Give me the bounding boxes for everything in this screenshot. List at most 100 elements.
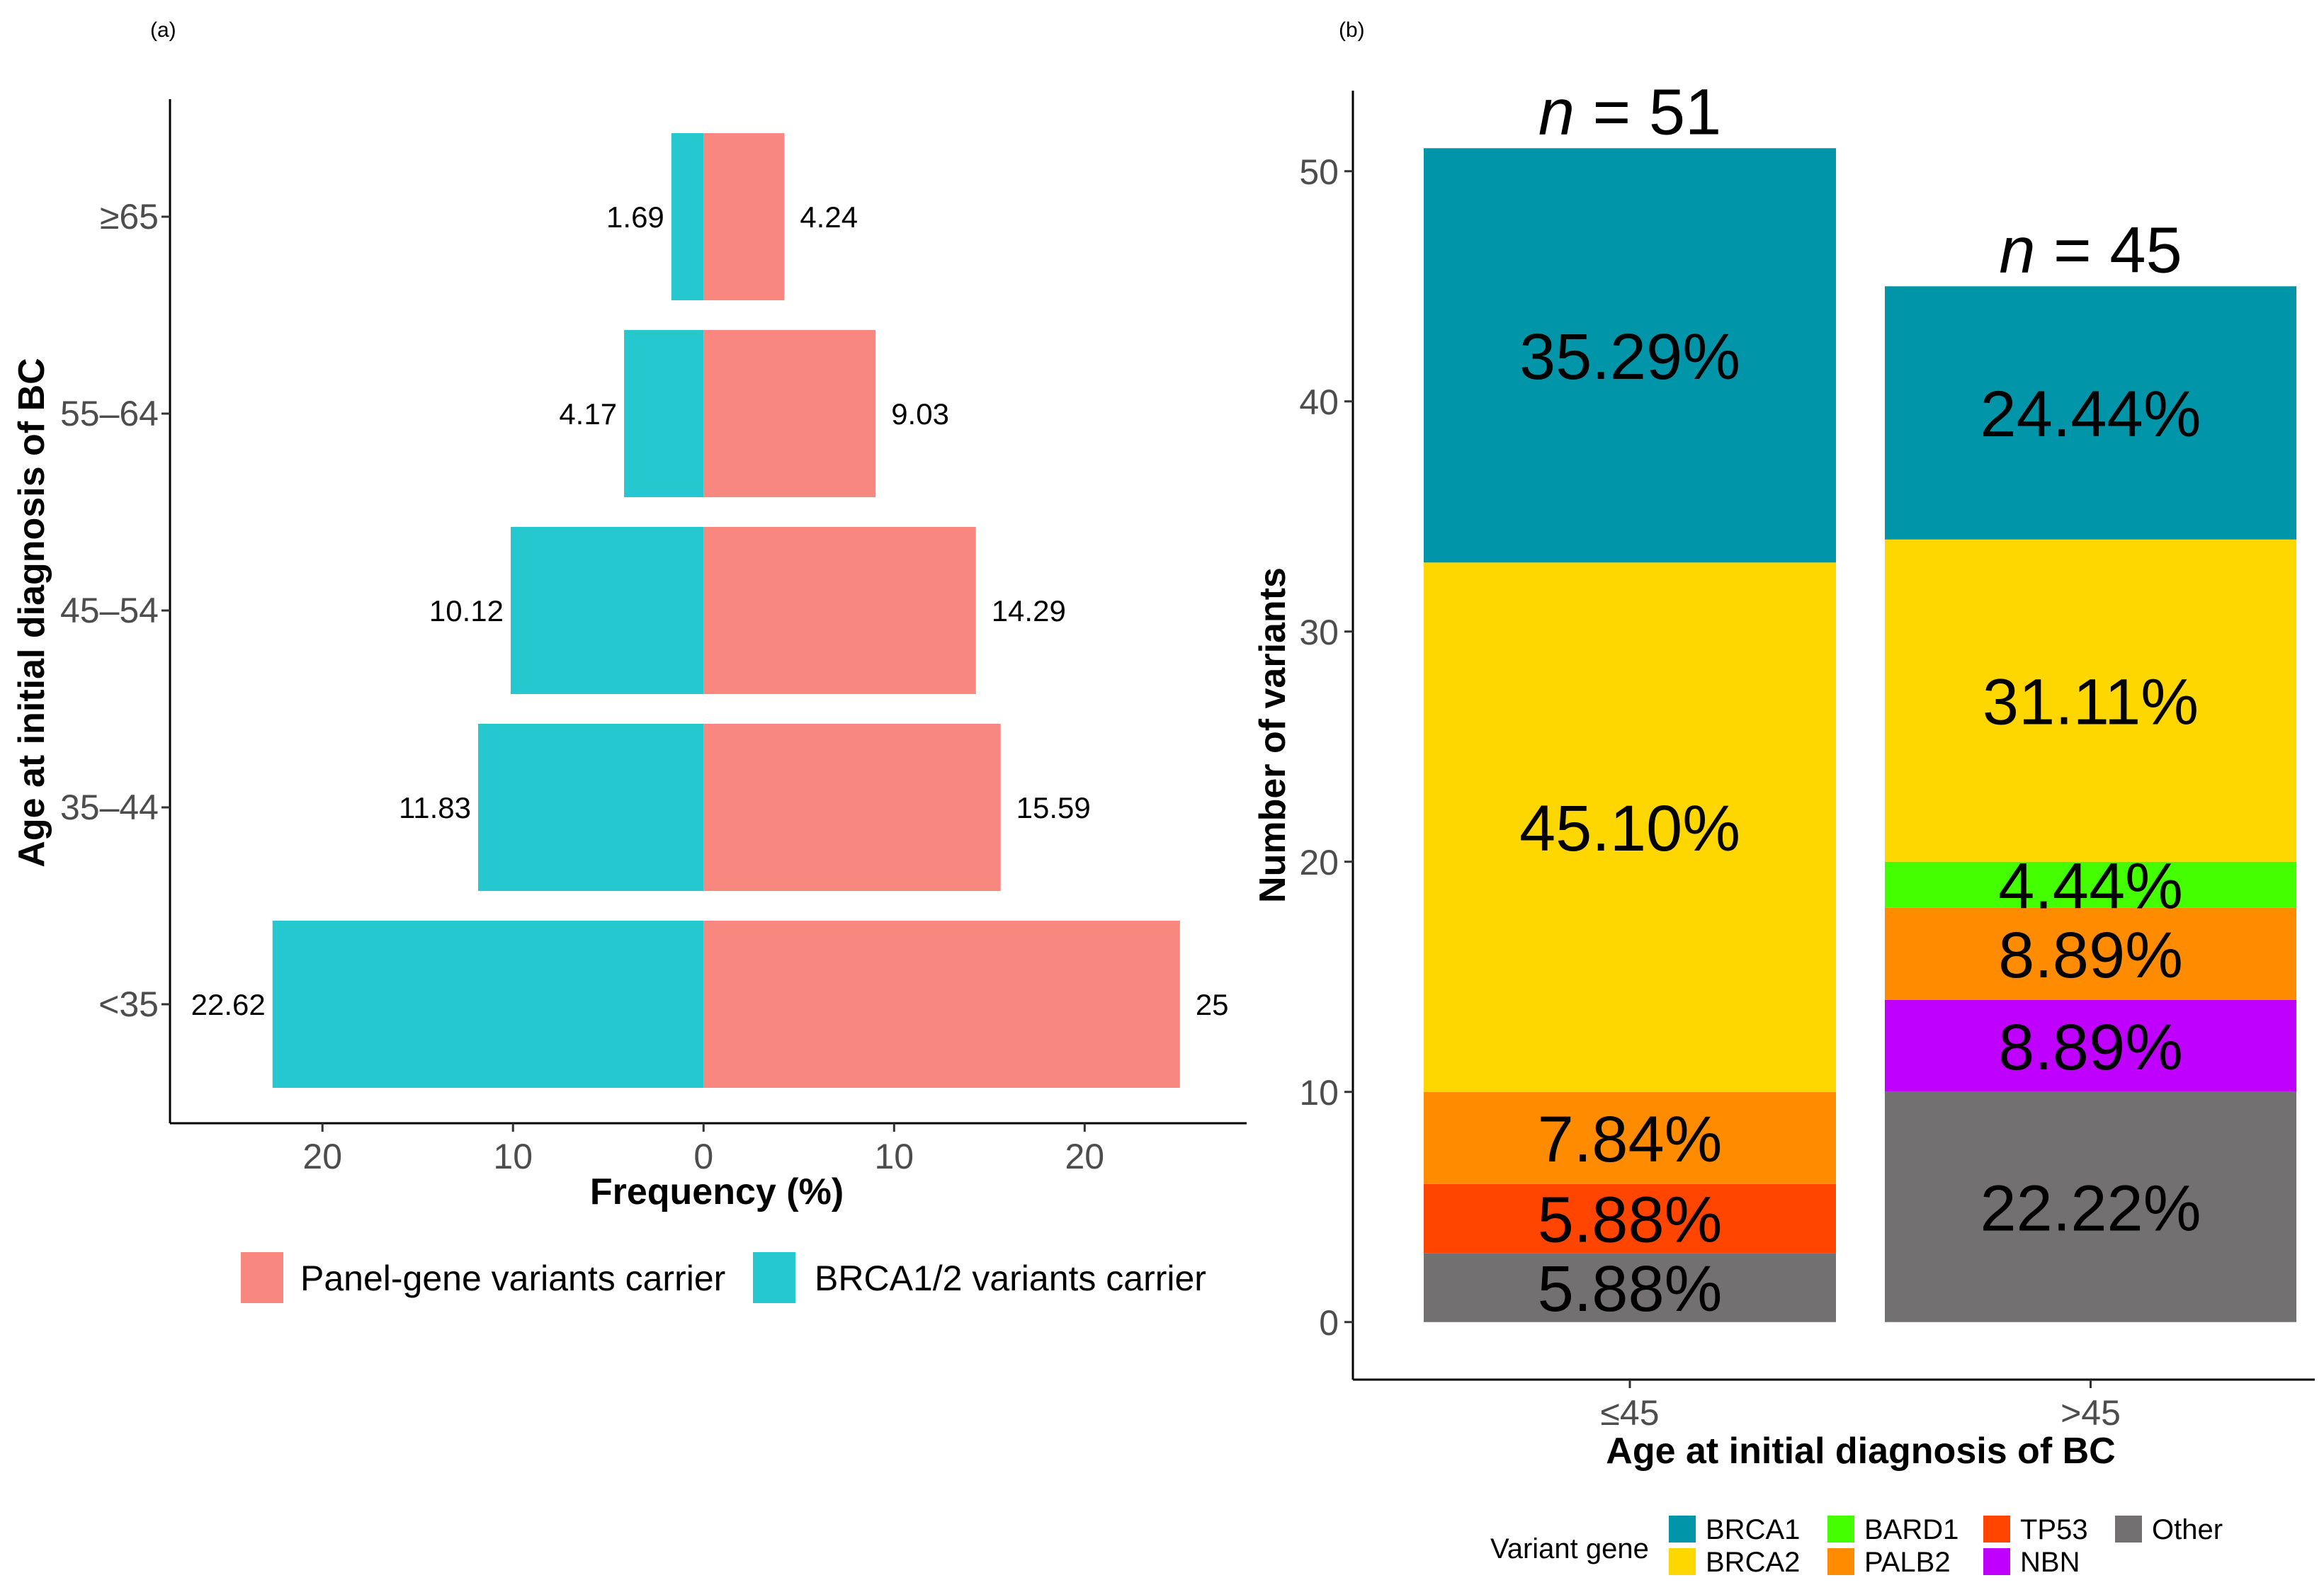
value-label-panel-gene-45-54: 14.29 — [992, 594, 1066, 627]
stacked-y-tick-label: 30 — [1299, 613, 1339, 652]
value-label-panel-gene-55-64: 9.03 — [891, 397, 949, 431]
segment-brca2-le45 — [1424, 562, 1836, 1092]
gene-legend-label-brca2: BRCA2 — [1706, 1547, 1800, 1578]
bar-brca-35 — [272, 921, 704, 1088]
segment-label-nbn-gt45: 8.89% — [1998, 1011, 2183, 1084]
bar-brca-65 — [671, 133, 704, 300]
segment-brca1-le45 — [1424, 148, 1836, 563]
pyramid-y-axis-title: Age at initial diagnosis of BC — [11, 358, 52, 867]
pyramid-y-tick-label-45-54: 45–54 — [60, 591, 159, 630]
value-label-panel-gene-35-44: 15.59 — [1016, 791, 1091, 824]
pyramid-bars: 25 22.62 15.59 11.83 14.29 10.12 9.03 4.17 4.24 1… — [191, 133, 1229, 1088]
segment-palb2-le45 — [1424, 1091, 1836, 1184]
stacked-y-ticks: 0 10 20 30 40 50 — [1299, 152, 1353, 1343]
segment-other-gt45 — [1885, 1091, 2296, 1322]
value-label-brca-45-54: 10.12 — [429, 594, 504, 627]
segment-label-other-le45: 5.88% — [1538, 1253, 1723, 1325]
bar-panel-gene-55-64 — [703, 330, 876, 497]
pyramid-y-tick-label-65: ≥65 — [100, 197, 159, 237]
panel-a-tag: (a) — [150, 18, 176, 42]
segment-label-palb2-le45: 7.84% — [1538, 1103, 1723, 1176]
segment-other-le45 — [1424, 1253, 1836, 1322]
pyramid-chart: 25 22.62 15.59 11.83 14.29 10.12 9.03 4.17 4.24 1… — [11, 99, 1247, 1303]
stacked-bars: 5.88%5.88% 7.84% 45.10% 35.29% 22.22% 8.89% 8.… — [1424, 148, 2296, 1325]
bar-panel-gene-45-54 — [703, 527, 976, 694]
pyramid-legend: Panel-gene variants carrier BRCA1/2 vari… — [241, 1252, 1206, 1303]
pyramid-x-axis-title: Frequency (%) — [590, 1171, 844, 1212]
segment-nbn-gt45 — [1885, 999, 2296, 1092]
stacked-y-tick-label: 20 — [1299, 843, 1339, 882]
value-label-brca-65: 1.69 — [606, 200, 664, 234]
segment-label-other-gt45: 22.22% — [1980, 1172, 2201, 1244]
gene-legend-label-nbn: NBN — [2020, 1547, 2080, 1578]
stacked-x-tick-label-le45: ≤45 — [1600, 1393, 1659, 1433]
pyramid-y-tick-label-35: <35 — [98, 984, 159, 1024]
gene-legend-swatch-palb2 — [1827, 1548, 1854, 1575]
bar-brca-45-54 — [511, 527, 704, 694]
gene-legend-label-bard1: BARD1 — [1864, 1514, 1959, 1545]
gene-legend-swatch-brca1 — [1669, 1516, 1696, 1543]
segment-brca1-gt45 — [1885, 286, 2296, 540]
gene-legend-label-brca1: BRCA1 — [1706, 1514, 1800, 1545]
bar-brca-35-44 — [478, 724, 704, 891]
value-label-brca-35-44: 11.83 — [399, 791, 471, 824]
stacked-y-tick-label: 40 — [1299, 382, 1339, 422]
stacked-y-tick-label: 10 — [1299, 1073, 1339, 1113]
stacked-axes — [1351, 91, 2315, 1381]
gene-legend-swatch-other — [2115, 1516, 2142, 1543]
stacked-y-tick-label: 0 — [1319, 1303, 1339, 1343]
bar-panel-gene-35 — [703, 921, 1180, 1088]
pyramid-x-tick-label: 20 — [1065, 1137, 1105, 1176]
gene-legend-swatch-nbn — [1983, 1548, 2010, 1575]
stacked-y-tick-label: 50 — [1299, 152, 1339, 192]
segment-label-brca2-le45: 45.10% — [1519, 792, 1740, 865]
gene-legend-title: Variant gene — [1490, 1533, 1649, 1564]
legend-swatch-brca — [753, 1252, 795, 1303]
segment-tp53-le45 — [1424, 1183, 1836, 1254]
segment-palb2b-gt45 — [1885, 907, 2296, 1000]
segment-label-tp53-le45: 5.88% — [1538, 1184, 1723, 1256]
pyramid-x-tick-label: 20 — [302, 1137, 342, 1176]
stacked-chart: 5.88%5.88% 7.84% 45.10% 35.29% 22.22% 8.89% 8.… — [1252, 76, 2315, 1578]
pyramid-x-tick-label: 10 — [874, 1137, 914, 1176]
value-label-panel-gene-65: 4.24 — [800, 200, 858, 234]
gene-legend-label-other: Other — [2152, 1514, 2223, 1545]
legend-label-brca: BRCA1/2 variants carrier — [815, 1259, 1206, 1298]
pyramid-y-tick-label-55-64: 55–64 — [60, 394, 159, 433]
legend-swatch-panel-gene — [241, 1252, 283, 1303]
segment-label-brca1-le45: 35.29% — [1519, 321, 1740, 393]
stacked-x-ticks: ≤45 >45 — [1600, 1380, 2121, 1433]
stacked-y-axis-title: Number of variants — [1252, 567, 1293, 903]
value-label-brca-35: 22.62 — [191, 988, 266, 1021]
segment-label-bard1-gt45: 4.44% — [1998, 850, 2183, 922]
gene-legend-label-tp53: TP53 — [2020, 1514, 2088, 1545]
bar-panel-gene-65 — [703, 133, 785, 300]
stacked-n-totals: n = 51 n = 45 — [1538, 76, 2182, 286]
bar-brca-55-64 — [624, 330, 704, 497]
segment-label-brca1-gt45: 24.44% — [1980, 378, 2201, 450]
segment-label-palb2b-gt45: 8.89% — [1998, 919, 2183, 992]
pyramid-x-tick-label: 0 — [693, 1137, 713, 1176]
legend-label-panel-gene: Panel-gene variants carrier — [300, 1259, 725, 1298]
pyramid-y-ticks: <35 35–44 45–54 55–64 ≥65 — [60, 197, 170, 1024]
bar-panel-gene-35-44 — [703, 724, 1001, 891]
value-label-brca-55-64: 4.17 — [559, 397, 617, 431]
segment-brca2-gt45 — [1885, 539, 2296, 862]
gene-legend-swatch-bard1 — [1827, 1516, 1854, 1543]
stacked-x-axis-title: Age at initial diagnosis of BC — [1606, 1431, 2115, 1472]
stacked-x-tick-label-gt45: >45 — [2061, 1393, 2121, 1433]
gene-legend-label-palb2: PALB2 — [1864, 1547, 1951, 1578]
panel-b-tag: (b) — [1339, 18, 1365, 42]
total-n-label-le45: n = 51 — [1538, 76, 1721, 148]
segment-label-brca2-gt45: 31.11% — [1983, 666, 2199, 738]
gene-legend-swatch-tp53 — [1983, 1516, 2010, 1543]
value-label-panel-gene-35: 25 — [1196, 988, 1229, 1021]
total-n-label-gt45: n = 45 — [1999, 214, 2182, 286]
pyramid-y-tick-label-35-44: 35–44 — [60, 788, 159, 827]
pyramid-x-ticks: 20 10 0 10 20 — [302, 1123, 1104, 1176]
gene-legend-swatch-brca2 — [1669, 1548, 1696, 1575]
segment-bard1-gt45 — [1885, 861, 2296, 908]
pyramid-x-tick-label: 10 — [493, 1137, 533, 1176]
